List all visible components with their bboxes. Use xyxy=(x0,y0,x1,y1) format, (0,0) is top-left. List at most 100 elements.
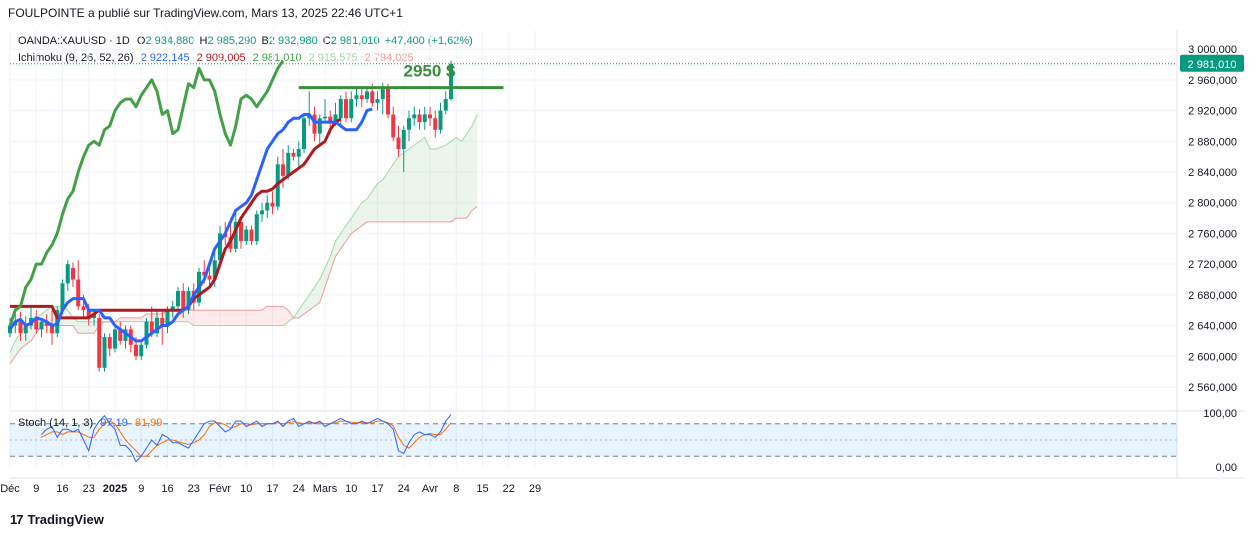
candle-body xyxy=(365,91,369,100)
ichimoku-label[interactable]: Ichimoku (9, 26, 52, 26) xyxy=(18,52,134,64)
change-value: +47,400 (+1,62%) xyxy=(384,35,473,47)
time-tick-label: 29 xyxy=(529,483,541,495)
time-tick-label: 8 xyxy=(453,483,459,495)
price-tick-label: 2 640,000 xyxy=(1188,321,1237,333)
ichimoku-cloud-segment xyxy=(283,306,289,326)
ichimoku-kijun-value: 2 909,005 xyxy=(196,52,246,64)
ichimoku-span-a-value: 2 915,575 xyxy=(308,52,358,64)
ichimoku-cloud-segment xyxy=(136,317,142,322)
candle-body xyxy=(39,321,44,330)
candle-body xyxy=(396,137,401,149)
candle-body xyxy=(176,291,180,307)
candle-body xyxy=(118,329,123,341)
price-tick-label: 3 000,000 xyxy=(1188,44,1237,56)
ichimoku-cloud-segment xyxy=(325,256,331,288)
time-tick-label: 17 xyxy=(266,483,278,495)
ichimoku-cloud-segment xyxy=(356,202,362,230)
ichimoku-cloud-segment xyxy=(246,310,252,326)
ichimoku-cloud-segment xyxy=(256,310,262,326)
ichimoku-cloud-segment xyxy=(304,294,310,315)
ichimoku-tenkan-value: 2 922,145 xyxy=(140,52,190,64)
price-tick-label: 2 680,000 xyxy=(1188,290,1237,302)
price-tick-label: 2 760,000 xyxy=(1188,228,1237,240)
ichimoku-cloud-segment xyxy=(183,310,189,322)
candle-body xyxy=(123,329,128,341)
ichimoku-cloud-segment xyxy=(62,306,68,326)
time-tick-label: 16 xyxy=(56,483,68,495)
candle-body xyxy=(317,118,322,134)
candle-body xyxy=(97,317,102,368)
stoch-label[interactable]: Stoch (14, 1, 3) xyxy=(18,417,94,429)
ichimoku-cloud-segment xyxy=(272,306,278,326)
candle-body xyxy=(433,118,438,130)
ichimoku-cloud-segment xyxy=(330,241,336,272)
candle-body xyxy=(349,99,354,119)
tradingview-brand: TradingView xyxy=(27,512,104,527)
candle-body xyxy=(155,317,159,334)
ichimoku-cloud-segment xyxy=(451,137,457,222)
candle-body xyxy=(218,233,222,261)
candle-body xyxy=(76,279,81,307)
candle-body xyxy=(286,152,291,176)
candle-body xyxy=(165,310,170,326)
ichimoku-cloud-segment xyxy=(435,147,441,222)
candle-body xyxy=(23,325,28,334)
candle-body xyxy=(113,329,117,349)
candle-body xyxy=(202,271,207,276)
ichimoku-cloud-segment xyxy=(319,267,325,303)
ichimoku-cloud-segment xyxy=(419,137,425,222)
candle-body xyxy=(60,283,65,311)
ichimoku-cloud-segment xyxy=(314,279,320,307)
candle-body xyxy=(338,99,343,119)
ichimoku-cloud-segment xyxy=(461,133,467,219)
candle-body xyxy=(359,95,364,100)
candle-body xyxy=(107,337,112,349)
ichimoku-cloud-segment xyxy=(361,198,367,226)
candle-body xyxy=(65,264,70,284)
candle-body xyxy=(270,202,275,207)
stoch-tick-label: 100,00 xyxy=(1203,408,1237,420)
symbol-name[interactable]: OANDA:XAUUSD · 1D xyxy=(18,35,130,47)
candle-body xyxy=(291,152,296,157)
ichimoku-cloud-segment xyxy=(73,317,79,334)
time-tick-label: 16 xyxy=(161,483,173,495)
ichimoku-cloud-segment xyxy=(440,145,446,222)
candle-body xyxy=(323,116,327,119)
candle-body xyxy=(391,114,396,138)
candle-body xyxy=(412,114,417,119)
ichimoku-chikou-line xyxy=(8,59,285,327)
time-tick-label: 9 xyxy=(33,483,39,495)
time-tick-label: 2025 xyxy=(103,483,127,495)
ichimoku-cloud-segment xyxy=(235,310,241,326)
time-tick-label: 24 xyxy=(398,483,410,495)
ichimoku-chikou-value: 2 981,010 xyxy=(252,52,302,64)
publisher-header: FOULPOINTE a publié sur TradingView.com,… xyxy=(8,6,403,20)
resistance-label: 2950 $ xyxy=(404,62,457,81)
candle-body xyxy=(160,317,165,326)
stoch-k-line xyxy=(41,414,452,463)
candle-body xyxy=(302,118,306,149)
stoch-band-fill xyxy=(10,423,1177,457)
candle-body xyxy=(244,229,249,242)
stoch-d-value: 81,99 xyxy=(134,417,163,429)
ichimoku-kijun-line xyxy=(10,117,342,320)
candle-body xyxy=(354,95,359,100)
candle-body xyxy=(386,87,390,115)
tradingview-footer[interactable]: 17 TradingView xyxy=(10,512,104,527)
time-tick-label: Mars xyxy=(313,483,338,495)
ichimoku-cloud-segment xyxy=(430,148,436,222)
ichimoku-cloud-segment xyxy=(78,321,84,334)
candle-body xyxy=(44,321,49,326)
ichimoku-cloud-segment xyxy=(199,310,205,326)
candle-body xyxy=(181,291,186,311)
low-value: B2 932,980 xyxy=(261,35,318,47)
candle-body xyxy=(312,114,317,134)
candle-body xyxy=(18,321,23,334)
candle-body xyxy=(249,229,254,242)
ichimoku-cloud-segment xyxy=(241,310,247,326)
candle-body xyxy=(296,148,301,157)
stoch-tick-label: 0,00 xyxy=(1216,462,1237,474)
ichimoku-cloud-segment xyxy=(146,314,152,322)
time-tick-label: 17 xyxy=(371,483,383,495)
